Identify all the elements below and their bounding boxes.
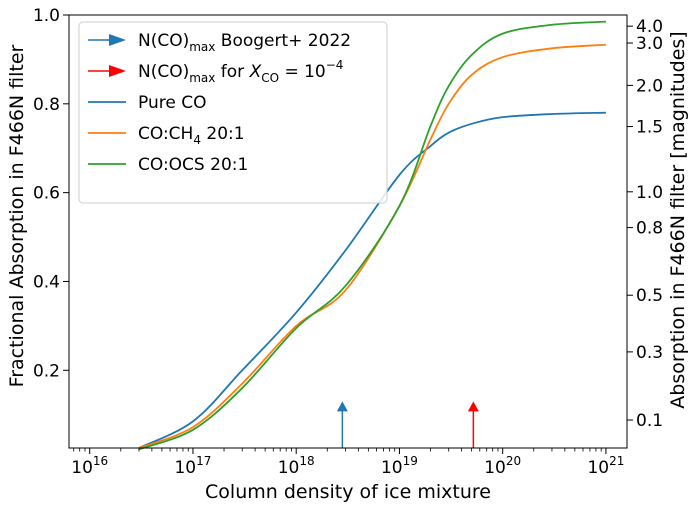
marker-arrow-head-1: [467, 401, 479, 412]
x-tick-exp: 17: [196, 454, 211, 468]
y-right-tick-label: 4.0: [636, 17, 663, 37]
legend-text-part: N(CO): [138, 31, 189, 51]
legend-entry-label: N(CO)max for XCO = 10−4: [138, 58, 343, 85]
marker-layer: [336, 401, 479, 448]
legend-text-part: CO:OCS 20:1: [138, 155, 248, 175]
y-tick-label: 1.0: [33, 6, 60, 26]
legend-text-part: Boogert+ 2022: [215, 31, 351, 51]
legend-text-part: for: [215, 62, 249, 82]
y-right-tick-label: 0.8: [636, 219, 663, 239]
legend-entry-label: CO:CH4 20:1: [138, 124, 245, 147]
y-right-tick-label: 0.1: [636, 411, 663, 431]
legend-text-part: max: [189, 40, 215, 54]
legend-entry-label: N(CO)max Boogert+ 2022: [138, 31, 351, 54]
legend-text-part: CO: [261, 71, 279, 85]
x-tick-label: 1017: [174, 454, 211, 478]
y-tick-label: 0.4: [33, 272, 60, 292]
legend-text-part: 4: [193, 133, 201, 147]
legend-arrow-head: [109, 34, 126, 46]
legend-text-part: −4: [326, 58, 344, 72]
legend-text-part: 20:1: [201, 124, 245, 144]
x-tick-label: 1016: [71, 454, 108, 478]
x-tick-base: 10: [587, 458, 609, 478]
x-tick-exp: 18: [299, 454, 314, 468]
y-tick-label: 0.6: [33, 184, 60, 204]
y-tick-label: 0.8: [33, 95, 60, 115]
x-tick-label: 1018: [278, 454, 315, 478]
legend-entry-label: Pure CO: [138, 93, 206, 113]
y-axis-right-label: Absorption in F466N filter [magnitudes]: [667, 31, 689, 408]
series-layer: [138, 20, 606, 451]
y-right-tick-label: 1.5: [636, 118, 663, 138]
y-right-tick-label: 0.5: [636, 286, 663, 306]
legend-text-part: X: [249, 62, 262, 82]
series-line-0: [138, 111, 606, 449]
legend-text-part: N(CO): [138, 62, 189, 82]
y-tick-label: 0.2: [33, 361, 60, 381]
x-tick-exp: 19: [403, 454, 418, 468]
x-tick-exp: 20: [506, 454, 521, 468]
series-line-2: [138, 20, 606, 451]
y-right-tick-label: 0.3: [636, 343, 663, 363]
legend-arrow-head: [109, 65, 126, 77]
x-tick-exp: 16: [93, 454, 108, 468]
x-tick-base: 10: [484, 458, 506, 478]
x-tick-base: 10: [174, 458, 196, 478]
x-tick-exp: 21: [609, 454, 624, 468]
axes-frame: [68, 14, 628, 449]
legend-text-part: Pure CO: [138, 93, 206, 113]
axes-layer: 1016 1017 1018 1019 1020 10210.20.40.60.81.00…: [33, 6, 663, 478]
x-tick-base: 10: [278, 458, 300, 478]
x-tick-base: 10: [71, 458, 93, 478]
x-tick-base: 10: [381, 458, 403, 478]
legend-text-part: CO:CH: [138, 124, 193, 144]
x-tick-label: 1019: [381, 454, 418, 478]
y-axis-label: Fractional Absorption in F466N filter: [6, 44, 28, 387]
x-tick-label: 1021: [587, 454, 624, 478]
legend-entry-label: CO:OCS 20:1: [138, 155, 248, 175]
legend-text-part: = 10: [279, 62, 326, 82]
legend-box: [78, 21, 388, 204]
x-axis-label: Column density of ice mixture: [205, 481, 491, 503]
y-right-tick-label: 1.0: [636, 183, 663, 203]
legend-text-part: max: [189, 71, 215, 85]
x-tick-label: 1020: [484, 454, 521, 478]
y-right-tick-label: 3.0: [636, 34, 663, 54]
y-right-tick-label: 2.0: [636, 76, 663, 96]
marker-arrow-head-0: [336, 401, 348, 412]
